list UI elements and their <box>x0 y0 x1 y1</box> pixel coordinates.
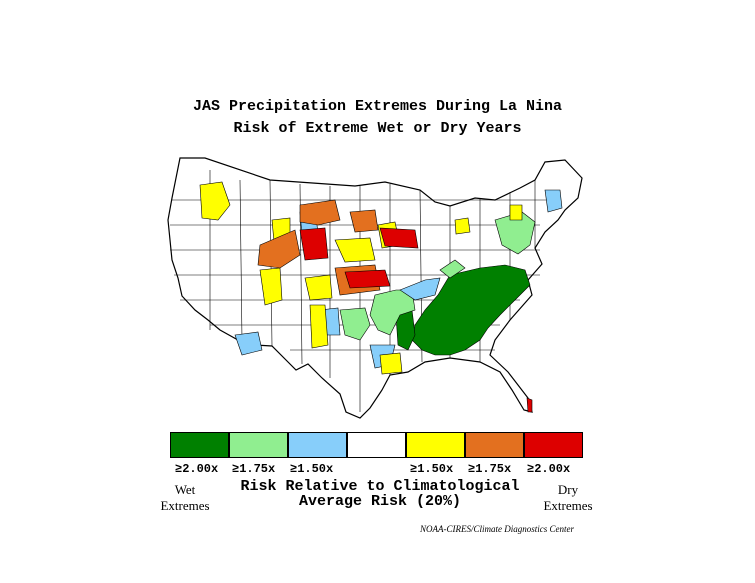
title-line-1: JAS Precipitation Extremes During La Nin… <box>192 98 563 115</box>
wet-extremes-label: Wet Extremes <box>160 482 210 513</box>
wet-strong-divisions <box>395 264 531 356</box>
legend-swatch-wet-strong <box>170 432 229 458</box>
legend-caption-line-2: Average Risk (20%) <box>298 493 462 510</box>
legend-label-wet-moderate: ≥1.75x <box>232 462 276 476</box>
legend-swatch-wet-weak <box>288 432 347 458</box>
credit-text: NOAA-CIRES/Climate Diagnostics Center <box>420 524 574 534</box>
legend-label-wet-weak: ≥1.50x <box>290 462 334 476</box>
legend-swatch-dry-moderate <box>465 432 524 458</box>
dry-extremes-label: Dry Extremes <box>543 482 593 513</box>
legend-label-dry-moderate: ≥1.75x <box>468 462 512 476</box>
us-climate-division-map <box>167 157 583 419</box>
legend-swatch-dry-strong <box>524 432 583 458</box>
florida-marker <box>526 397 533 413</box>
dry-strong-divisions <box>299 227 419 289</box>
dry-weak-divisions <box>199 181 523 375</box>
legend-caption-line-1: Risk Relative to Climatological <box>240 478 520 495</box>
legend-label-wet-strong: ≥2.00x <box>175 462 219 476</box>
legend-label-dry-strong: ≥2.00x <box>527 462 571 476</box>
legend-swatch-dry-weak <box>406 432 465 458</box>
legend-swatch-neutral <box>347 432 406 458</box>
legend-label-dry-weak: ≥1.50x <box>410 462 454 476</box>
title-line-2: Risk of Extreme Wet or Dry Years <box>233 120 522 137</box>
legend-swatch-wet-moderate <box>229 432 288 458</box>
